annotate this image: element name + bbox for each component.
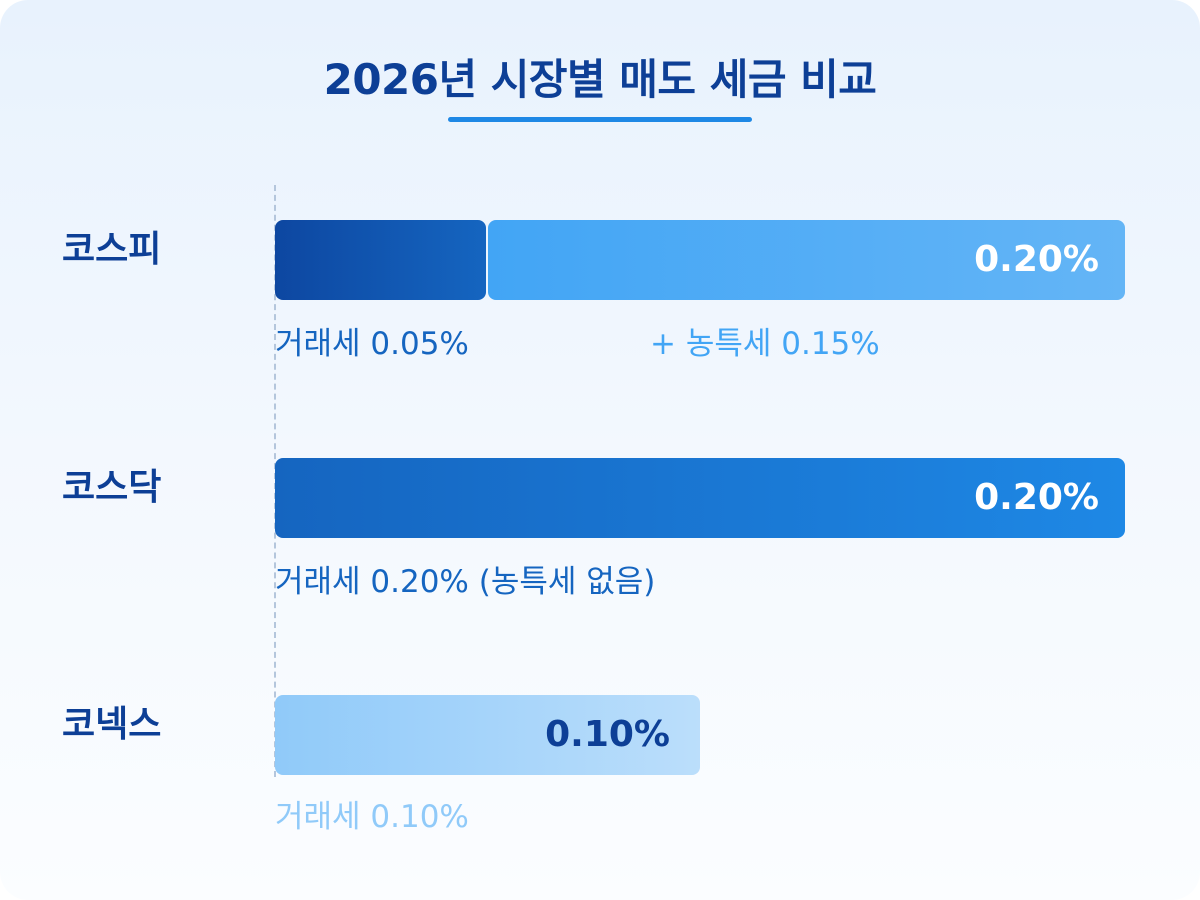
note-konex: 거래세 0.10% [275,799,469,835]
category-label-konex: 코넥스 [62,704,162,745]
note-kosdaq: 거래세 0.20% (농특세 없음) [275,564,656,600]
bar-value-konex: 0.10% [545,714,670,755]
bar-konex-transaction-tax [275,695,700,775]
chart-title: 2026년 시장별 매도 세금 비교 [323,55,877,104]
note-kospi-farm-tax: + 농특세 0.15% [650,326,880,362]
title-underline [448,117,752,122]
bar-value-kosdaq: 0.20% [974,477,1099,518]
note-kospi-transaction-tax: 거래세 0.05% [275,326,469,362]
bar-kospi-transaction-tax [275,220,486,300]
category-label-kosdaq: 코스닥 [62,467,162,508]
bar-kosdaq-transaction-tax [275,458,1125,538]
bar-value-kospi: 0.20% [974,239,1099,280]
bar-kospi-farm-tax [487,220,1125,300]
category-label-kospi: 코스피 [62,229,162,270]
